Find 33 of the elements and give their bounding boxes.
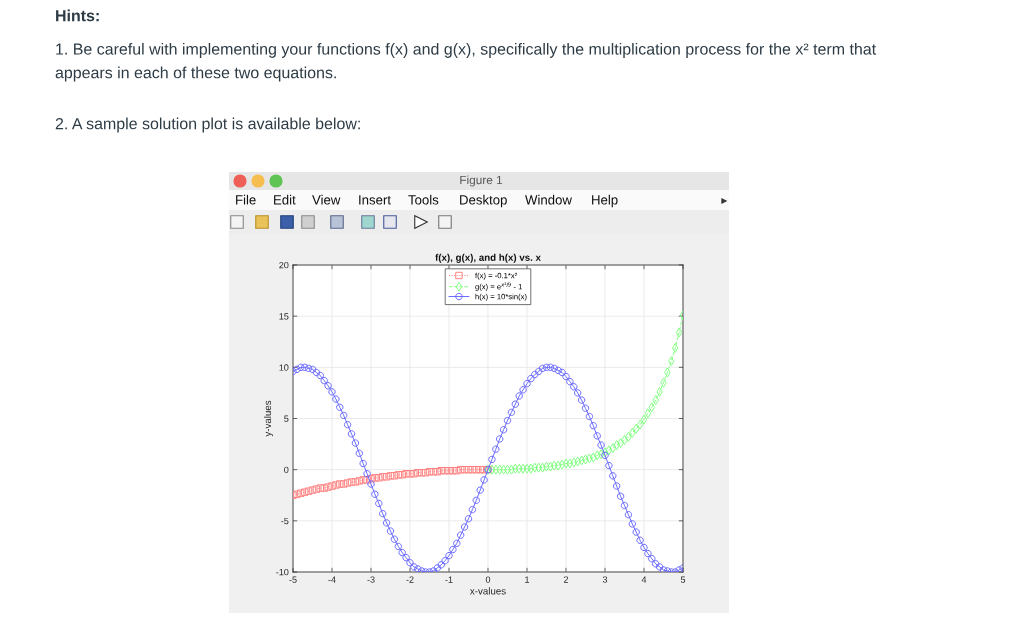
text: Help (592, 194, 618, 208)
x-axis-title: x-values (470, 587, 506, 595)
y-tick-label: 10 (279, 364, 289, 371)
x-tick-label: 4 (641, 576, 647, 583)
text: Insert (359, 195, 391, 205)
x-tick-label: -4 (328, 576, 336, 583)
x-tick-label: 1 (525, 576, 530, 583)
y-tick-label: 15 (279, 313, 289, 320)
x-tick-label: -3 (367, 576, 375, 583)
caption: Figure 1 (460, 175, 503, 187)
text: 1. Be careful with implementing your functions f(x) and g(x), specifically the multiplication process for the x² term that appears in each of these two equations. (55, 43, 877, 82)
chart-title: f(x), g(x), and h(x) vs. x (435, 253, 541, 263)
y-tick-label: 20 (279, 261, 289, 269)
y-tick-label: -5 (281, 517, 289, 525)
y-axis-title: y-values (263, 400, 274, 437)
text: File (236, 194, 256, 205)
text: Window (525, 194, 572, 205)
text: Edit (274, 194, 296, 205)
text: Hints: (56, 9, 99, 22)
x-tick-label: 3 (602, 576, 608, 583)
text: Desktop (460, 194, 507, 208)
x-tick-label: 2 (563, 576, 569, 583)
text: View (312, 194, 341, 205)
y-tick-label: -10 (276, 568, 289, 576)
x-tick-label: 0 (485, 576, 491, 583)
y-tick-label: 0 (284, 466, 289, 474)
y-tick-label: 5 (284, 415, 289, 422)
text: 2. A sample solution plot is available below: (55, 117, 360, 133)
x-tick-label: -5 (289, 576, 297, 583)
x-tick-label: 5 (680, 576, 686, 583)
x-tick-label: -2 (406, 576, 414, 583)
x-tick-label: -1 (445, 576, 453, 583)
text: Tools (408, 194, 439, 205)
